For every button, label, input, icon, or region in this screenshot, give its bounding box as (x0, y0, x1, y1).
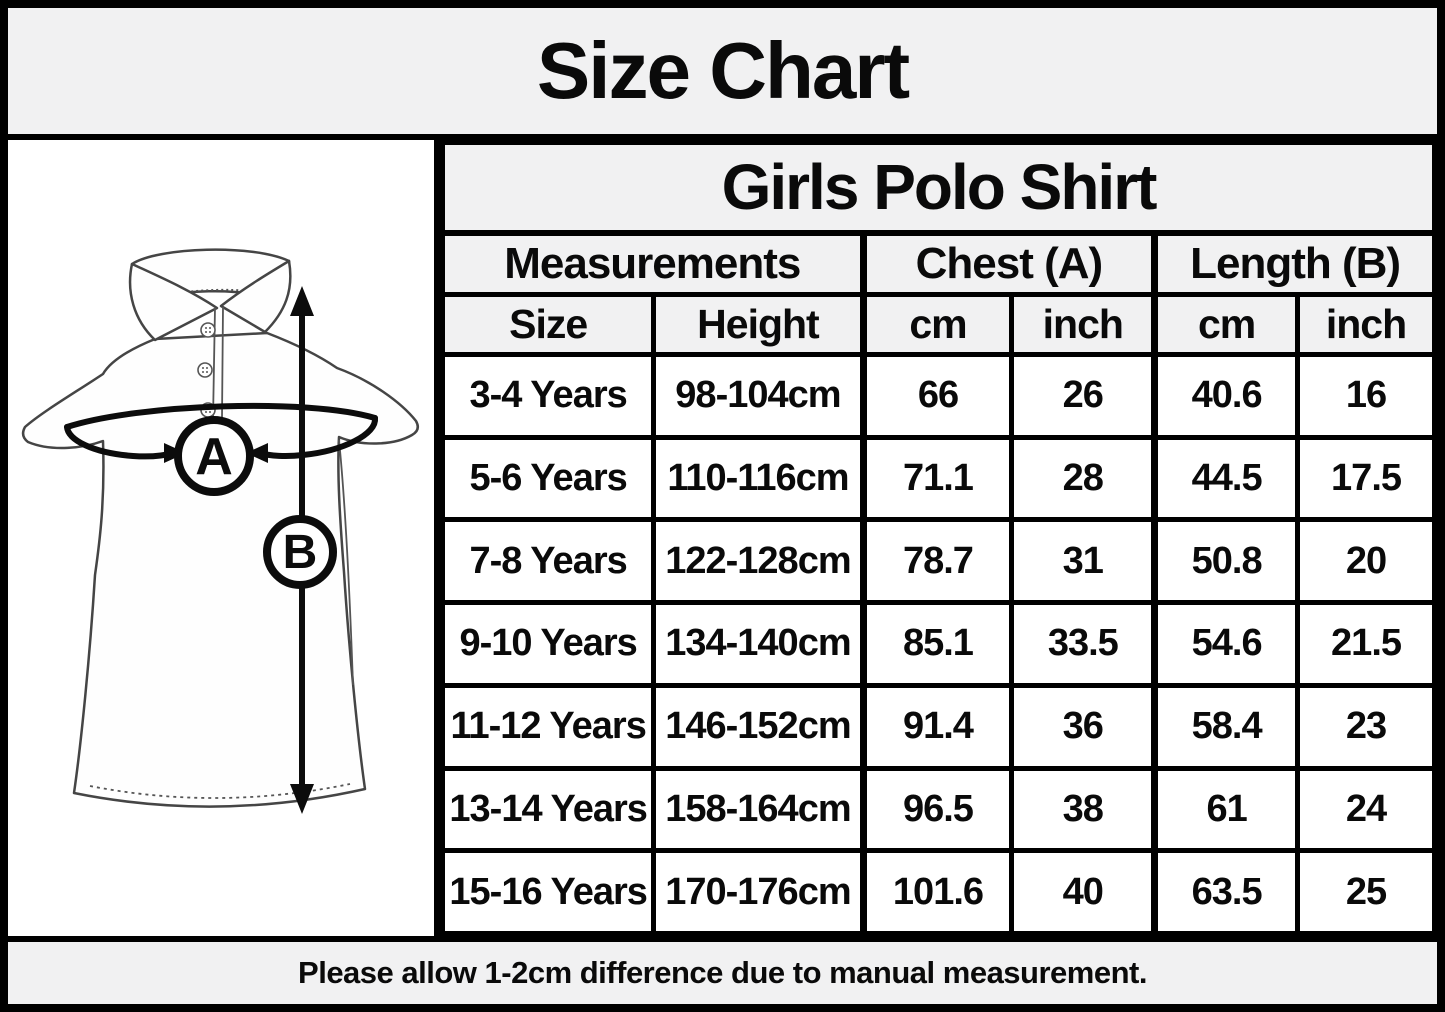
length-arrowhead-top (290, 286, 314, 316)
footer-note-band: Please allow 1-2cm difference due to man… (8, 936, 1437, 1004)
table-row: 5-6 Years 110-116cm 71.1 28 44.5 17.5 (439, 434, 1437, 523)
sub-header-row: Size Height cm inch cm inch (439, 292, 1437, 357)
main-content: A B Girls Polo Shirt (8, 140, 1437, 936)
footer-note: Please allow 1-2cm difference due to man… (298, 955, 1147, 990)
product-header-row: Girls Polo Shirt (440, 140, 1437, 236)
col-header-length-cm: cm (1151, 292, 1301, 357)
chest-inch-cell: 26 (1009, 352, 1158, 440)
label-b-circle (263, 515, 337, 589)
polo-shirt-illustration: A B (21, 248, 420, 814)
label-a-circle (174, 416, 254, 496)
height-cell: 110-116cm (651, 434, 866, 523)
col-header-size: Size (439, 292, 657, 357)
chest-inch-cell: 40 (1009, 848, 1158, 936)
table-row: 11-12 Years 146-152cm 91.4 36 58.4 23 (439, 682, 1437, 771)
group-header-measurements: Measurements (440, 230, 866, 297)
height-cell: 134-140cm (651, 600, 866, 688)
chest-cm-cell: 101.6 (859, 848, 1015, 936)
size-cell: 7-8 Years (439, 517, 657, 606)
chest-inch-cell: 28 (1009, 434, 1158, 523)
product-title: Girls Polo Shirt (440, 140, 1437, 236)
length-inch-cell: 17.5 (1295, 434, 1437, 523)
chest-inch-cell: 31 (1009, 517, 1158, 606)
chest-cm-cell: 71.1 (859, 434, 1015, 523)
col-header-chest-inch: inch (1009, 292, 1158, 357)
height-cell: 170-176cm (651, 848, 866, 936)
measure-label-a: A (195, 428, 233, 486)
chest-arrowhead-right (246, 443, 268, 463)
length-cm-cell: 63.5 (1151, 848, 1301, 936)
height-cell: 146-152cm (651, 682, 866, 771)
length-cm-cell: 44.5 (1151, 434, 1301, 523)
length-cm-cell: 54.6 (1151, 600, 1301, 688)
length-inch-cell: 23 (1295, 682, 1437, 771)
height-cell: 158-164cm (651, 765, 866, 854)
size-cell: 15-16 Years (439, 848, 657, 936)
length-arrowhead-bottom (290, 784, 314, 814)
size-cell: 13-14 Years (439, 765, 657, 854)
page-title: Size Chart (536, 26, 910, 115)
length-inch-cell: 20 (1295, 517, 1437, 606)
group-header-length: Length (B) (1151, 230, 1437, 297)
length-inch-cell: 16 (1295, 352, 1437, 440)
height-cell: 122-128cm (651, 517, 866, 606)
table-row: 13-14 Years 158-164cm 96.5 38 61 24 (439, 765, 1437, 854)
label-b-badge: B (263, 515, 337, 589)
group-header-chest: Chest (A) (859, 230, 1158, 297)
size-table-body: 3-4 Years 98-104cm 66 26 40.6 16 5-6 Years 110-… (439, 352, 1437, 936)
chest-inch-cell: 38 (1009, 765, 1158, 854)
chest-inch-cell: 33.5 (1009, 600, 1158, 688)
length-cm-cell: 50.8 (1151, 517, 1301, 606)
col-header-length-inch: inch (1295, 292, 1437, 357)
length-cm-cell: 40.6 (1151, 352, 1301, 440)
size-cell: 5-6 Years (439, 434, 657, 523)
table-row: 3-4 Years 98-104cm 66 26 40.6 16 (439, 352, 1437, 440)
length-cm-cell: 61 (1151, 765, 1301, 854)
size-cell: 9-10 Years (439, 600, 657, 688)
title-band: Size Chart (8, 8, 1437, 140)
size-cell: 3-4 Years (439, 352, 657, 440)
length-inch-cell: 21.5 (1295, 600, 1437, 688)
chest-cm-cell: 91.4 (859, 682, 1015, 771)
col-header-height: Height (651, 292, 866, 357)
chest-cm-cell: 85.1 (859, 600, 1015, 688)
size-table-panel: Girls Polo Shirt Measurements Chest (A) … (439, 140, 1437, 936)
length-cm-cell: 58.4 (1151, 682, 1301, 771)
collar-flap-right (219, 259, 292, 334)
col-header-chest-cm: cm (859, 292, 1015, 357)
side-seam-line (338, 439, 354, 686)
length-inch-cell: 24 (1295, 765, 1437, 854)
size-cell: 11-12 Years (439, 682, 657, 771)
chest-cm-cell: 78.7 (859, 517, 1015, 606)
label-a-badge: A (174, 416, 254, 496)
chest-inch-cell: 36 (1009, 682, 1158, 771)
table-row: 7-8 Years 122-128cm 78.7 31 50.8 20 (439, 517, 1437, 606)
shirt-diagram-panel: A B (8, 140, 440, 936)
height-cell: 98-104cm (651, 352, 866, 440)
group-header-row: Measurements Chest (A) Length (B) (440, 230, 1437, 297)
chest-cm-cell: 66 (859, 352, 1015, 440)
measure-label-b: B (283, 526, 318, 579)
length-inch-cell: 25 (1295, 848, 1437, 936)
table-row: 15-16 Years 170-176cm 101.6 40 63.5 25 (439, 848, 1437, 936)
collar-flap-left (128, 262, 219, 342)
table-row: 9-10 Years 134-140cm 85.1 33.5 54.6 21.5 (439, 600, 1437, 688)
chest-cm-cell: 96.5 (859, 765, 1015, 854)
size-table: Girls Polo Shirt Measurements Chest (A) … (439, 140, 1437, 936)
